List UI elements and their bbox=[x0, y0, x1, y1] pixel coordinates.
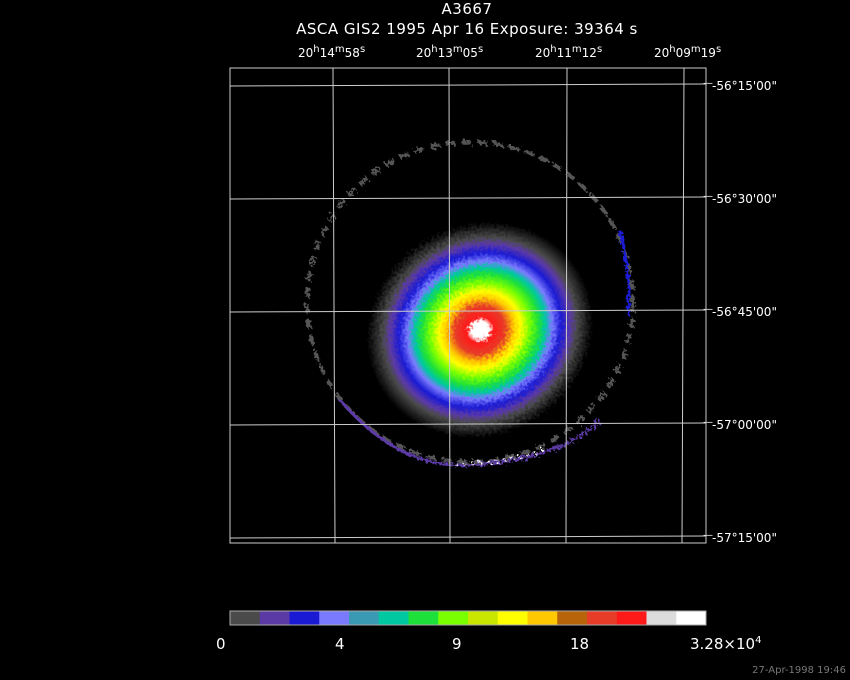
colorbar-swatch bbox=[616, 611, 647, 625]
colorbar bbox=[230, 611, 707, 625]
colorbar-swatch bbox=[587, 611, 618, 625]
colorbar-swatch bbox=[378, 611, 409, 625]
timestamp: 27-Apr-1998 19:46 bbox=[752, 665, 846, 676]
colorbar-swatch bbox=[646, 611, 677, 625]
colorbar-swatch bbox=[259, 611, 290, 625]
cluster-emission bbox=[367, 222, 593, 438]
colorbar-swatch bbox=[527, 611, 558, 625]
dec-label-4: -57°00'00" bbox=[703, 417, 777, 432]
ra-label-1: 20h14m58s bbox=[298, 44, 366, 60]
colorbar-label-3: 9 bbox=[452, 635, 462, 653]
colorbar-swatch bbox=[289, 611, 320, 625]
colorbar-label-min: 0 bbox=[216, 635, 226, 653]
colorbar-swatch bbox=[468, 611, 499, 625]
colorbar-swatch bbox=[230, 611, 261, 625]
observation-subtitle: ASCA GIS2 1995 Apr 16 Exposure: 39364 s bbox=[296, 20, 638, 38]
colorbar-label-max: 3.28×104 bbox=[690, 635, 762, 653]
dec-label-2: -56°30'00" bbox=[703, 191, 777, 206]
ra-label-2: 20h13m05s bbox=[416, 44, 484, 60]
colorbar-swatch bbox=[438, 611, 469, 625]
colorbar-frame bbox=[229, 610, 707, 626]
colorbar-swatch bbox=[319, 611, 350, 625]
colorbar-swatch bbox=[676, 611, 707, 625]
colorbar-swatch bbox=[557, 611, 588, 625]
colorbar-swatch bbox=[349, 611, 380, 625]
image-title: A3667 bbox=[441, 0, 493, 18]
detector-ring bbox=[305, 140, 635, 467]
coordinate-grid bbox=[229, 67, 707, 544]
colorbar-swatch bbox=[408, 611, 439, 625]
colorbar-swatch bbox=[497, 611, 528, 625]
ra-label-4: 20h09m19s bbox=[654, 44, 722, 60]
colorbar-label-2: 4 bbox=[335, 635, 345, 653]
dec-label-5: -57°15'00" bbox=[703, 530, 777, 545]
colorbar-label-4: 18 bbox=[570, 635, 590, 653]
dec-label-3: -56°45'00" bbox=[703, 304, 777, 319]
dec-label-1: -56°15'00" bbox=[703, 78, 777, 93]
ra-label-3: 20h11m12s bbox=[535, 44, 603, 60]
